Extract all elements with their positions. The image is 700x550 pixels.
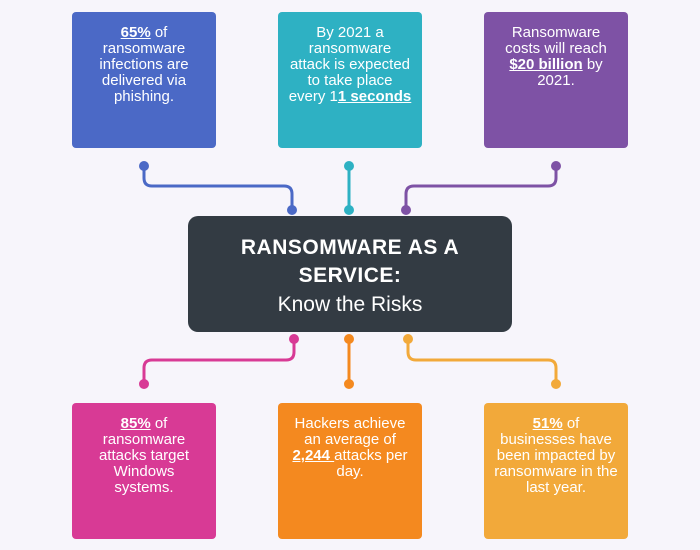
stat-card-attack-frequency: By 2021 a ransomware attack is expected …: [278, 12, 422, 148]
stat-highlight: 51%: [532, 415, 563, 432]
connector-bottom-left: [142, 339, 296, 383]
connector-dot-top-center-end: [344, 205, 354, 215]
stat-card-costs: Ransomware costs will reach $20 billion …: [484, 12, 628, 148]
stat-text-suffix: by 2021.: [537, 56, 603, 89]
connector-dot-top-center-start: [344, 161, 354, 171]
connector-dot-bottom-center-end: [344, 379, 354, 389]
stat-card-attacks-per-day: Hackers achieve an average of 2,244 atta…: [278, 403, 422, 539]
stat-text: By 2021 a ransomware attack is expected …: [288, 24, 411, 105]
stat-text: of businesses have been impacted by rans…: [494, 415, 618, 496]
connector-dot-bottom-right-start: [403, 334, 413, 344]
stat-highlight: 2,244: [292, 447, 335, 464]
connector-dot-top-right-start: [551, 161, 561, 171]
connector-top-right: [404, 167, 558, 210]
stat-card-phishing: 65% of ransomware infections are deliver…: [72, 12, 216, 148]
connector-dot-top-left-start: [139, 161, 149, 171]
stat-highlight: 65%: [120, 24, 151, 41]
connector-top-left: [142, 167, 294, 210]
stat-text: Ransomware costs will reach: [505, 24, 607, 57]
stat-text: of ransomware attacks target Windows sys…: [98, 415, 190, 496]
stat-text: Hackers achieve an average of: [294, 415, 406, 448]
central-topic-box: RANSOMWARE AS A SERVICE: Know the Risks: [188, 216, 512, 332]
connector-dot-bottom-right-end: [551, 379, 561, 389]
diagram-title: RANSOMWARE AS A SERVICE:: [240, 236, 460, 287]
stat-highlight: 85%: [120, 415, 151, 432]
connector-dot-bottom-left-end: [139, 379, 149, 389]
diagram-subtitle: Know the Risks: [277, 293, 423, 316]
stat-highlight: $20 billion: [509, 56, 583, 73]
stat-text-suffix: attacks per day.: [334, 447, 408, 480]
stat-highlight: 1 seconds: [337, 88, 412, 105]
connector-dot-top-left-end: [287, 205, 297, 215]
connector-dot-bottom-left-start: [289, 334, 299, 344]
connector-dot-bottom-center-start: [344, 334, 354, 344]
stat-card-windows: 85% of ransomware attacks target Windows…: [72, 403, 216, 539]
connector-dot-top-right-end: [401, 205, 411, 215]
stat-card-businesses: 51% of businesses have been impacted by …: [484, 403, 628, 539]
stat-text: of ransomware infections are delivered v…: [99, 24, 189, 105]
connector-bottom-right: [406, 339, 558, 383]
